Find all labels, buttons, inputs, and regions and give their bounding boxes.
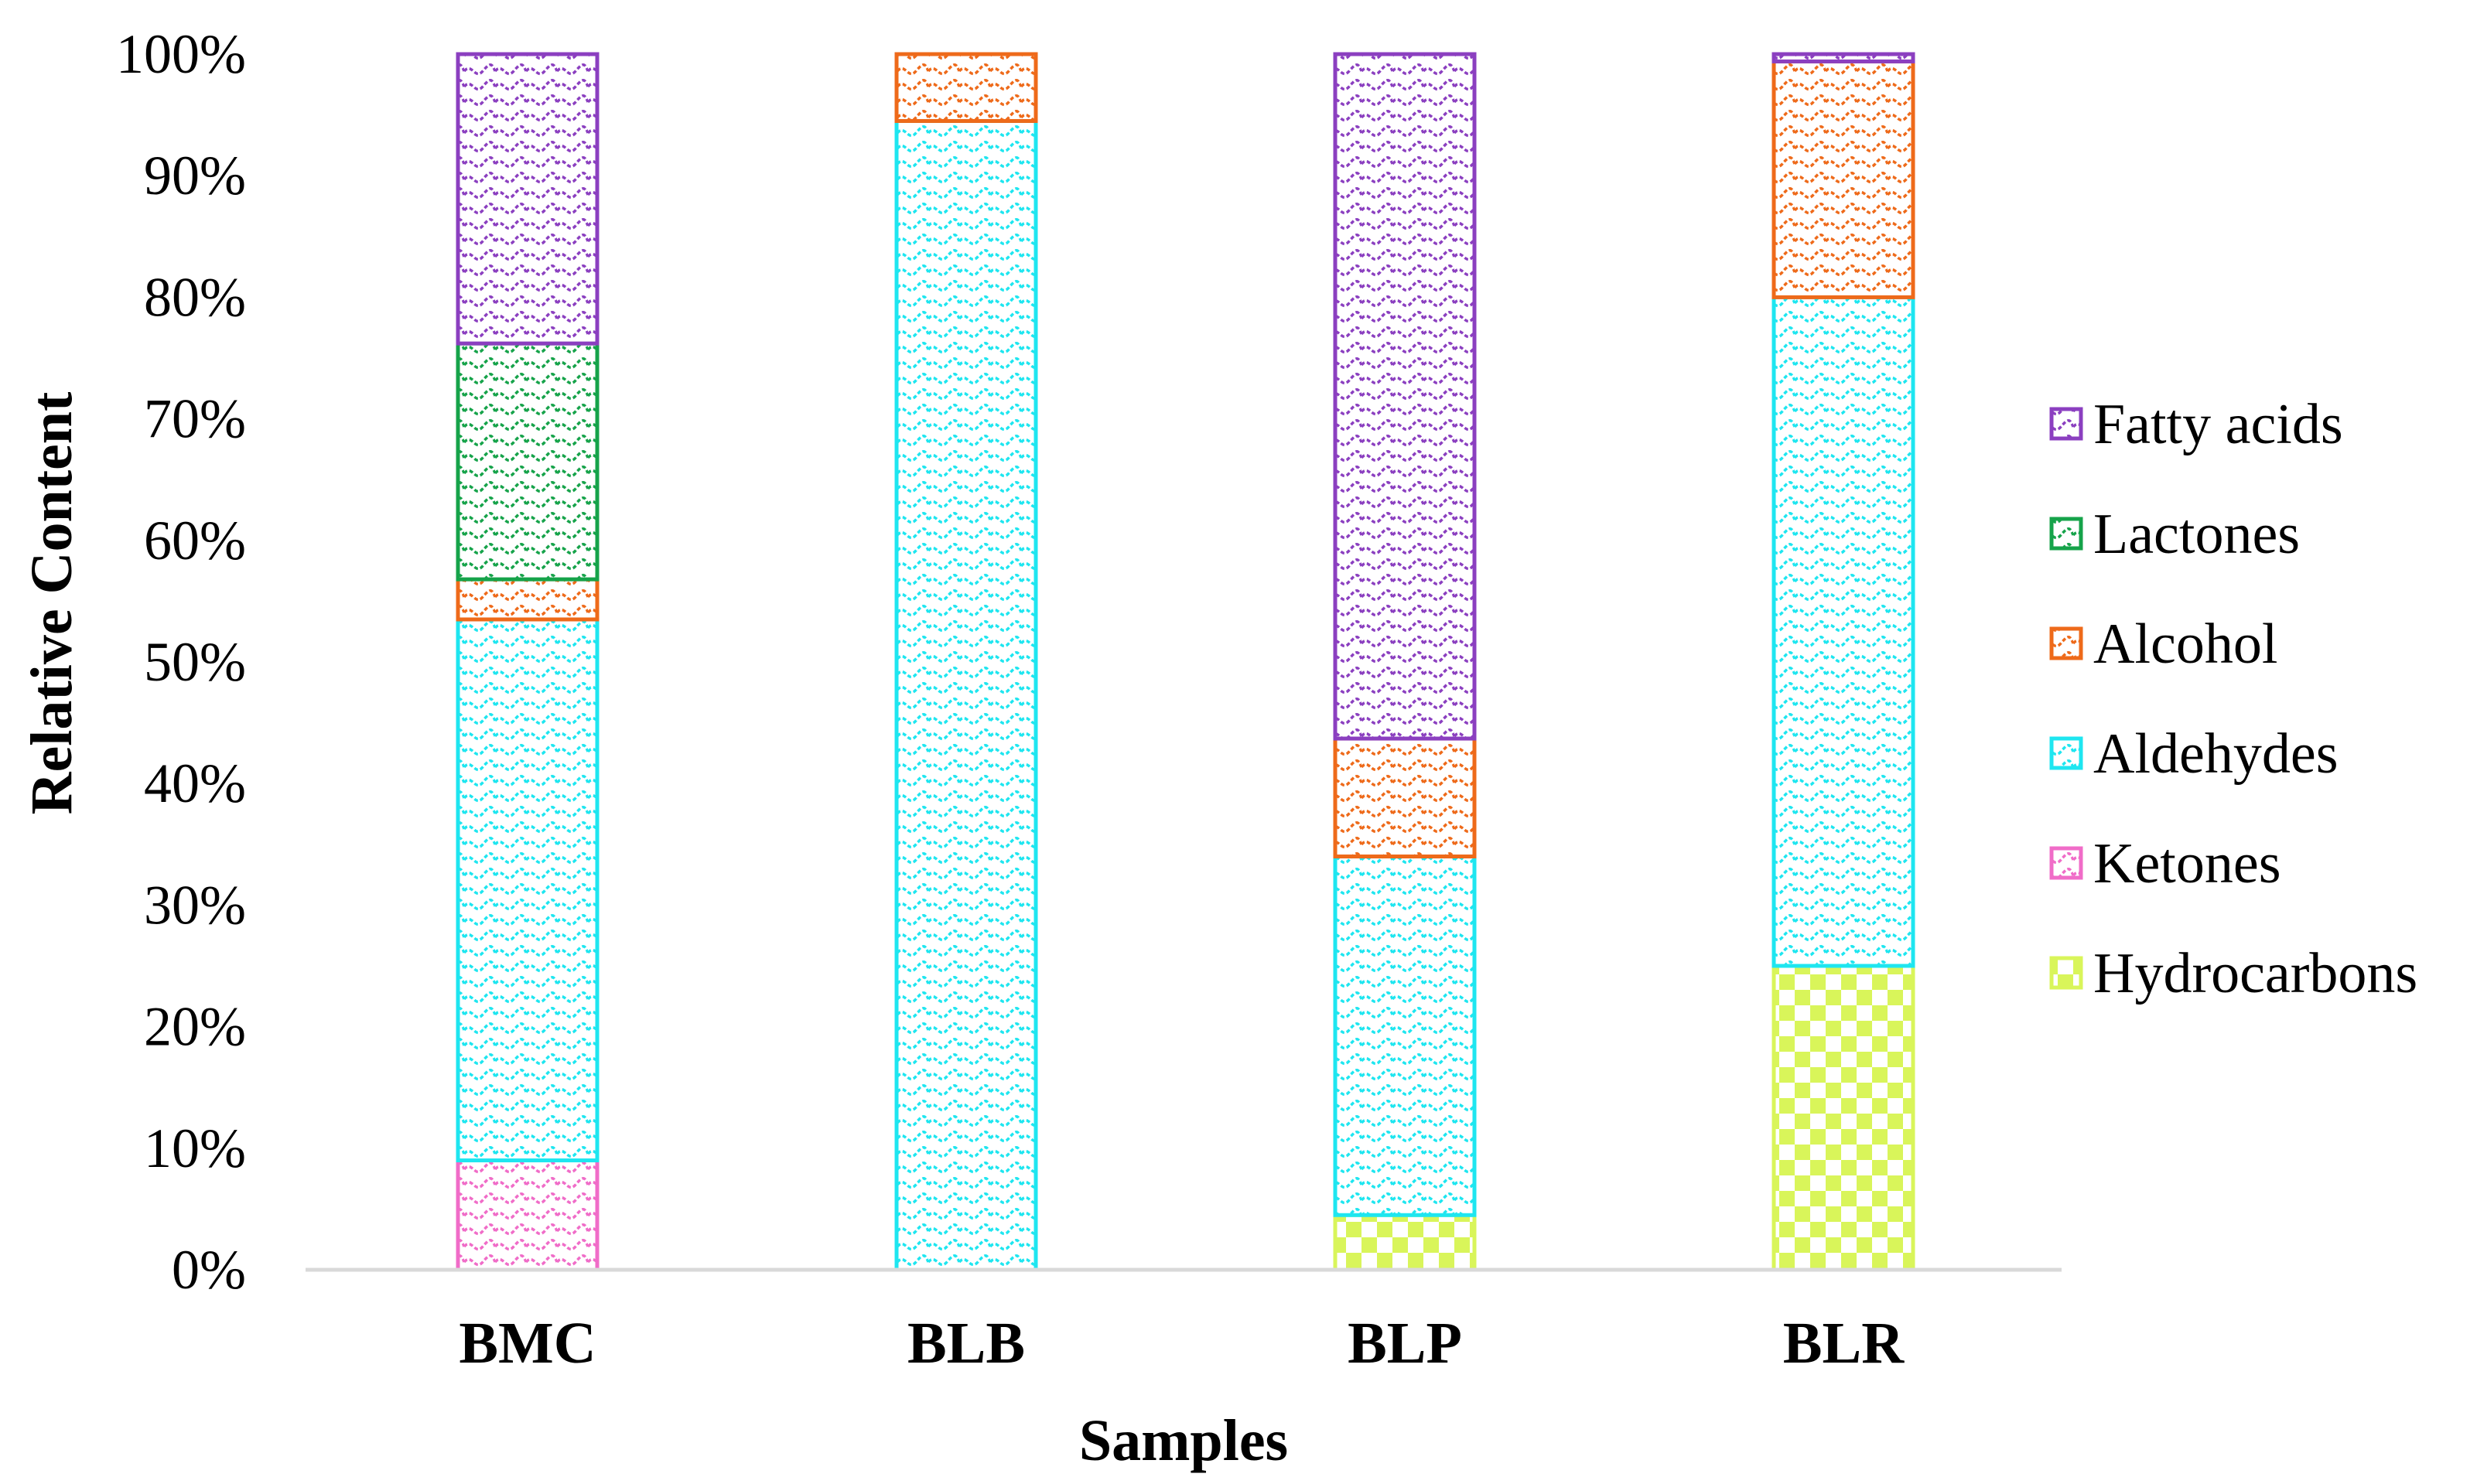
bar-bmc-aldehydes bbox=[456, 617, 600, 1163]
legend-item-aldehydes: Aldehydes bbox=[2049, 722, 2339, 786]
bar-blp-fatty-acids bbox=[1333, 52, 1477, 741]
y-tick-label: 40% bbox=[144, 752, 246, 814]
bar-group-blr bbox=[1771, 52, 1915, 1272]
x-axis-labels: BMC BLB BLP BLR bbox=[459, 1311, 1905, 1376]
legend-label-ketones: Ketones bbox=[2093, 832, 2281, 896]
x-tick-label-blb: BLB bbox=[907, 1311, 1025, 1376]
bar-blr-fatty-acids bbox=[1771, 52, 1915, 63]
y-tick-label: 70% bbox=[144, 388, 246, 450]
bar-blr-hydrocarbons bbox=[1771, 964, 1915, 1272]
bar-blb-alcohol bbox=[894, 52, 1038, 123]
legend-label-fatty-acids: Fatty acids bbox=[2093, 393, 2343, 456]
legend-label-lactones: Lactones bbox=[2093, 503, 2300, 566]
y-tick-label: 50% bbox=[144, 631, 246, 693]
bar-group-blp bbox=[1333, 52, 1477, 1272]
bar-bmc-lactones bbox=[456, 341, 600, 582]
bars bbox=[456, 52, 1915, 1272]
y-tick-label: 20% bbox=[144, 996, 246, 1058]
legend-swatch-fatty-acids bbox=[2049, 407, 2083, 441]
y-axis-title: Relative Content bbox=[19, 392, 84, 815]
y-tick-label: 90% bbox=[144, 145, 246, 206]
legend-item-hydrocarbons: Hydrocarbons bbox=[2049, 942, 2417, 1005]
legend-swatch-hydrocarbons bbox=[2049, 956, 2083, 990]
bar-blp-aldehydes bbox=[1333, 855, 1477, 1217]
legend-swatch-aldehydes bbox=[2049, 736, 2083, 770]
bar-blr-aldehydes bbox=[1771, 295, 1915, 968]
bar-blb-aldehydes bbox=[894, 118, 1038, 1272]
legend-swatch-lactones bbox=[2049, 517, 2083, 551]
x-tick-label-blp: BLP bbox=[1348, 1311, 1462, 1376]
x-tick-label-blr: BLR bbox=[1783, 1311, 1905, 1376]
bar-bmc-fatty-acids bbox=[456, 52, 600, 346]
x-tick-label-bmc: BMC bbox=[459, 1311, 596, 1376]
legend-label-alcohol: Alcohol bbox=[2093, 612, 2277, 676]
legend-label-hydrocarbons: Hydrocarbons bbox=[2093, 942, 2417, 1005]
bar-blp-alcohol bbox=[1333, 736, 1477, 859]
legend-label-aldehydes: Aldehydes bbox=[2093, 722, 2339, 786]
legend-item-alcohol: Alcohol bbox=[2049, 612, 2277, 676]
y-tick-label: 60% bbox=[144, 510, 246, 571]
bar-group-blb bbox=[894, 52, 1038, 1272]
bar-bmc-ketones bbox=[456, 1158, 600, 1272]
bar-blp-hydrocarbons bbox=[1333, 1213, 1477, 1272]
y-tick-label: 80% bbox=[144, 266, 246, 328]
x-axis-title: Samples bbox=[1079, 1408, 1288, 1473]
legend-item-lactones: Lactones bbox=[2049, 503, 2300, 566]
bar-group-bmc bbox=[456, 52, 600, 1272]
bar-bmc-alcohol bbox=[456, 577, 600, 622]
legend-item-fatty-acids: Fatty acids bbox=[2049, 393, 2343, 456]
legend-swatch-ketones bbox=[2049, 846, 2083, 880]
legend-swatch-alcohol bbox=[2049, 626, 2083, 660]
legend: Fatty acids Lactones Alcohol Aldehydes Keton… bbox=[2049, 393, 2417, 1005]
y-tick-label: 100% bbox=[116, 23, 246, 85]
y-axis-ticks: 0% 10% 20% 30% 40% 50% 60% 70% 80% 90% 100% bbox=[116, 23, 246, 1301]
bar-blr-alcohol bbox=[1771, 59, 1915, 299]
y-tick-label: 10% bbox=[144, 1117, 246, 1179]
y-tick-label: 0% bbox=[172, 1239, 246, 1301]
y-tick-label: 30% bbox=[144, 874, 246, 936]
legend-item-ketones: Ketones bbox=[2049, 832, 2281, 896]
